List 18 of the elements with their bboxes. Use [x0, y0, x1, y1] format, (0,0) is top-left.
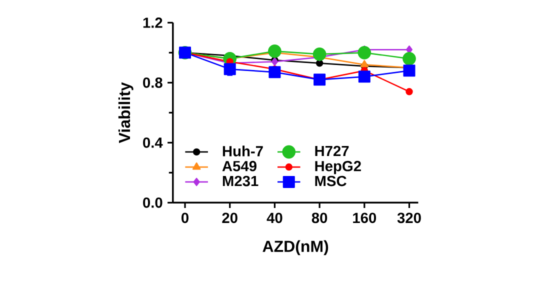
y-tick-label: 0.0 [143, 198, 162, 208]
x-tick-label: 80 [312, 212, 328, 224]
legend-label: MSC [315, 176, 346, 186]
y-axis-title: Viability [118, 82, 134, 144]
legend-label: A549 [222, 161, 256, 172]
legend-label: Huh-7 [222, 146, 263, 157]
legend-label: M231 [222, 176, 258, 186]
x-tick-label: 0 [182, 212, 188, 224]
x-axis-title: AZD(nM) [262, 240, 328, 256]
y-tick-label: 0.8 [143, 78, 162, 88]
y-tick-label: 0.4 [143, 138, 163, 148]
x-tick-label: 320 [397, 212, 421, 224]
x-tick-label: 20 [222, 212, 238, 224]
legend-label: H727 [315, 146, 349, 156]
x-tick-label: 160 [353, 212, 376, 224]
legend-label: HepG2 [315, 161, 361, 174]
x-tick-label: 40 [266, 212, 282, 224]
y-tick-label: 1.2 [143, 18, 162, 28]
